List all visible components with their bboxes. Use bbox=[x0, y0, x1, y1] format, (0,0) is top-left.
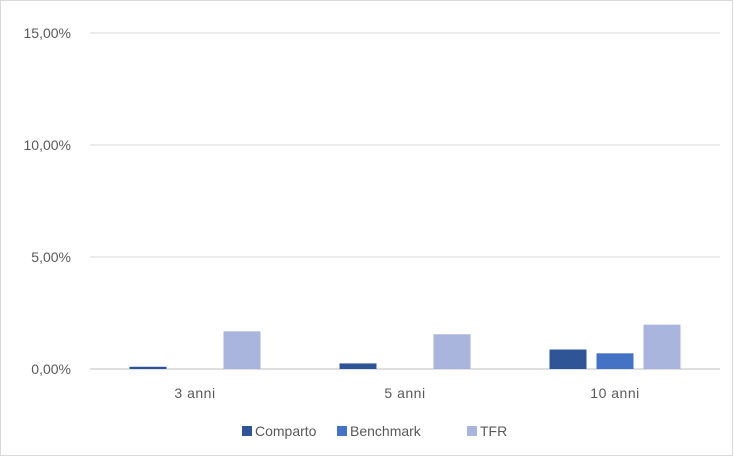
legend-swatch-tfr bbox=[467, 426, 477, 436]
bar-benchmark bbox=[596, 353, 634, 369]
bar-tfr bbox=[643, 324, 681, 369]
y-axis-ticks: 0,00% 5,00% 10,00% 15,00% bbox=[24, 25, 71, 377]
x-category-label: 10 anni bbox=[590, 385, 639, 401]
y-tick-label: 5,00% bbox=[31, 249, 71, 265]
legend-label-tfr: TFR bbox=[480, 423, 507, 439]
legend-swatch-comparto bbox=[242, 426, 252, 436]
legend: Comparto Benchmark TFR bbox=[242, 423, 507, 439]
bar-tfr bbox=[223, 331, 261, 369]
bars bbox=[129, 324, 681, 369]
bar-comparto bbox=[549, 349, 587, 369]
legend-label-comparto: Comparto bbox=[255, 423, 317, 439]
y-tick-label: 15,00% bbox=[24, 25, 71, 41]
x-category-label: 3 anni bbox=[174, 385, 215, 401]
bar-comparto bbox=[339, 363, 377, 369]
bar-tfr bbox=[433, 334, 471, 369]
legend-swatch-benchmark bbox=[337, 426, 347, 436]
y-tick-label: 0,00% bbox=[31, 361, 71, 377]
legend-label-benchmark: Benchmark bbox=[350, 423, 422, 439]
gridlines bbox=[90, 32, 720, 370]
bar-comparto bbox=[129, 366, 167, 369]
y-tick-label: 10,00% bbox=[24, 137, 71, 153]
x-category-label: 5 anni bbox=[384, 385, 425, 401]
x-axis-categories: 3 anni 5 anni 10 anni bbox=[174, 385, 639, 401]
